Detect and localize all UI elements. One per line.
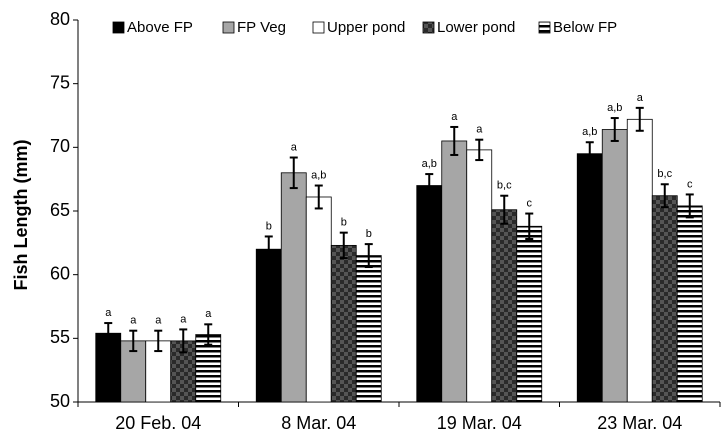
legend-label: Below FP [553,19,617,36]
bar [280,172,307,403]
error-bar [635,106,644,132]
significance-letter: a [130,315,137,327]
bar [416,185,443,403]
bar [355,255,382,403]
significance-letter: a,b [422,158,437,170]
y-tick-label: 75 [50,72,70,92]
significance-letter: a [155,315,162,327]
significance-letter: c [527,197,533,209]
significance-letter: a [105,307,112,319]
significance-letter: c [687,178,693,190]
significance-letter: a [451,111,458,123]
significance-letter: a [637,92,644,104]
x-tick-label: 20 Feb. 04 [115,413,201,433]
legend-swatch [312,21,325,34]
error-bar [339,231,348,260]
error-bar [129,329,138,353]
significance-letter: a [180,313,187,325]
bar [255,248,282,403]
y-tick-label: 55 [50,327,70,347]
bar [601,129,628,403]
legend-label: FP Veg [237,19,286,36]
error-bar [179,328,188,354]
significance-letter: b [341,217,347,229]
error-bar [425,173,434,198]
significance-letter: a,b [582,126,597,138]
bar [330,244,357,403]
significance-letter: b,c [497,180,512,192]
x-tick-label: 23 Mar. 04 [597,413,682,433]
error-bar [154,329,163,353]
y-axis-title: Fish Length (mm) [11,140,31,291]
error-bar [685,193,694,219]
error-bar [660,183,669,209]
bar [576,153,603,403]
y-tick-label: 50 [50,391,70,411]
error-bar [450,125,459,156]
significance-letter: b [266,220,272,232]
x-tick-label: 8 Mar. 04 [281,413,356,433]
y-tick-label: 80 [50,9,70,29]
legend-swatch [112,21,125,34]
significance-letter: a [205,308,212,320]
bar [491,209,518,403]
error-bar [204,323,213,346]
error-bar [475,138,484,162]
y-tick-label: 65 [50,200,70,220]
bar [466,149,493,403]
bar [195,334,222,403]
bar [441,140,468,403]
error-bar [500,194,509,225]
bar [516,225,543,403]
significance-letter: b [366,228,372,240]
legend-swatch [222,21,235,34]
error-bar [610,117,619,142]
significance-letter: a,b [311,169,326,181]
significance-letter: a,b [607,102,622,114]
error-bar [585,141,594,167]
bar [626,118,653,403]
significance-letter: b,c [657,168,672,180]
error-bar [289,156,298,190]
error-bar [364,243,373,269]
error-bar [104,322,113,345]
legend-swatch [422,21,435,34]
legend-label: Upper pond [327,19,405,36]
y-tick-label: 60 [50,263,70,283]
legend-swatch [538,21,551,34]
legend-label: Above FP [127,19,193,36]
bar [676,205,703,403]
legend-label: Lower pond [437,19,515,36]
bar [651,195,678,403]
x-tick-label: 19 Mar. 04 [437,413,522,433]
error-bar [264,235,273,263]
y-tick-label: 70 [50,136,70,156]
significance-letter: a [291,141,298,153]
significance-letter: a [476,124,483,136]
bar [305,196,332,403]
error-bar [314,184,323,210]
error-bar [525,212,534,241]
